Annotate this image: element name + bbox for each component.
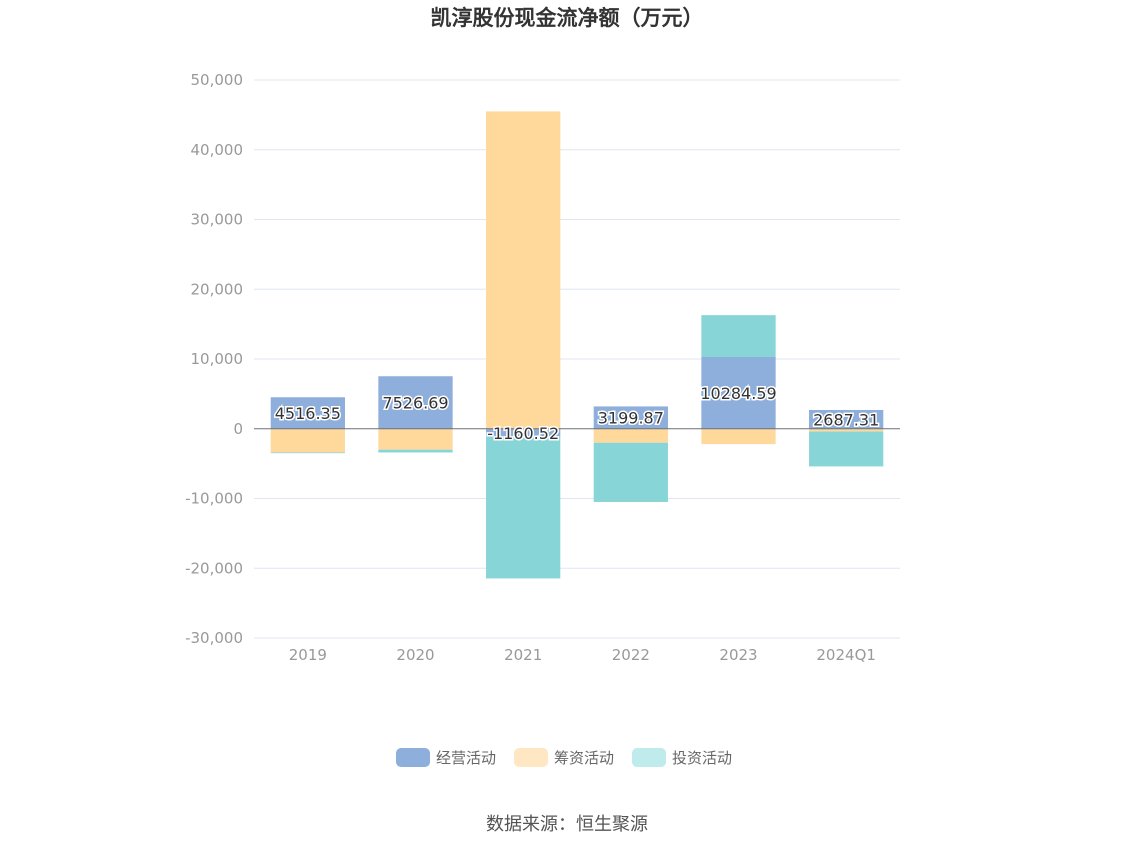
bar [809, 431, 884, 467]
bar [593, 406, 668, 429]
x-tick-label: 2023 [719, 646, 757, 664]
y-tick-label: 10,000 [191, 350, 244, 368]
bar [378, 376, 453, 429]
y-tick-label: 0 [233, 420, 243, 438]
x-tick-label: 2019 [289, 646, 327, 664]
y-tick-label: -20,000 [185, 559, 243, 577]
legend-label: 经营活动 [436, 749, 496, 767]
bar [593, 428, 668, 443]
bar [378, 428, 453, 450]
x-tick-label: 2024Q1 [816, 646, 876, 664]
x-tick-label: 2021 [504, 646, 542, 664]
bar [701, 357, 776, 429]
legend-label: 投资活动 [672, 749, 732, 767]
chart-title: 凯淳股份现金流净额（万元） [431, 6, 704, 30]
y-tick-label: 20,000 [191, 280, 244, 298]
data-label: 10284.59 [700, 384, 776, 403]
x-tick-label: 2020 [396, 646, 434, 664]
legend: 经营活动 筹资活动 投资活动 [396, 748, 732, 767]
bar [701, 315, 776, 358]
y-tick-label: 40,000 [191, 141, 244, 159]
x-axis: 2019 2020 2021 2022 2023 2024Q1 [289, 646, 876, 664]
legend-swatch [396, 748, 430, 767]
legend-swatch [514, 748, 548, 767]
bar [486, 428, 561, 437]
data-label: 3199.87 [598, 409, 664, 428]
bar [486, 111, 561, 429]
y-tick-label: -10,000 [185, 490, 243, 508]
legend-label: 筹资活动 [554, 749, 614, 767]
y-tick-label: -30,000 [185, 629, 243, 647]
bar [701, 428, 776, 445]
y-tick-label: 50,000 [191, 71, 244, 89]
bar [270, 397, 345, 429]
bar [270, 452, 345, 454]
data-label: 4516.35 [275, 404, 341, 423]
data-label: -1160.52 [487, 424, 559, 443]
data-label: 7526.69 [382, 394, 448, 413]
x-tick-label: 2022 [612, 646, 650, 664]
data-source: 数据来源：恒生聚源 [486, 814, 648, 835]
bar [809, 410, 884, 429]
data-label: 2687.31 [813, 410, 879, 429]
bar [486, 436, 561, 579]
bar [809, 428, 884, 432]
grid-lines [254, 79, 900, 639]
y-tick-label: 30,000 [191, 211, 244, 229]
bar [593, 442, 668, 502]
bar [378, 449, 453, 453]
bar [270, 428, 345, 453]
bars [270, 111, 884, 579]
legend-swatch [632, 748, 666, 767]
data-labels: 4516.35 7526.69 -1160.52 3199.87 10284.59 268… [273, 382, 881, 444]
y-axis: 50,000 40,000 30,000 20,000 10,000 0 -10,000 -2… [185, 71, 243, 647]
